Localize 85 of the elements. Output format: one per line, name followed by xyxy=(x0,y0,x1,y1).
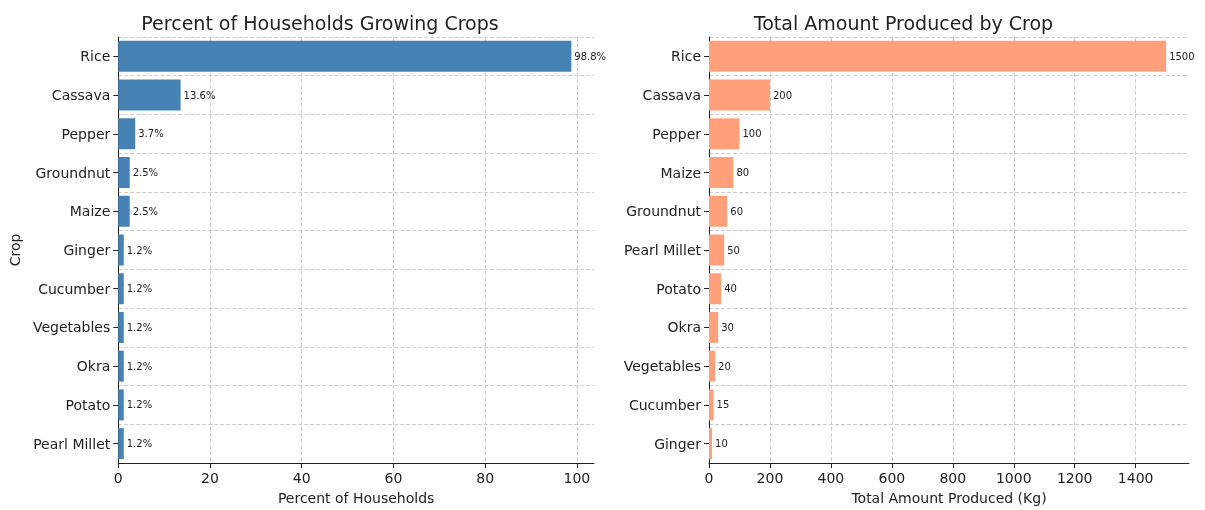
y-tick-label: Pepper xyxy=(652,125,702,142)
y-tick-label: Vegetables xyxy=(32,319,111,336)
x-tick-label: 1000 xyxy=(995,470,1032,486)
x-axis-title: Percent of Households xyxy=(277,490,435,506)
bar xyxy=(709,40,1167,72)
bar xyxy=(709,234,725,266)
bar xyxy=(118,79,181,111)
bar xyxy=(709,157,734,189)
y-tick-label: Maize xyxy=(69,203,111,220)
x-tick-label: 0 xyxy=(113,470,123,486)
data-label: 2.5% xyxy=(132,167,159,179)
data-label: 13.6% xyxy=(183,89,216,101)
x-tick-label: 1400 xyxy=(1117,470,1154,486)
bar xyxy=(118,428,124,460)
y-tick-label: Rice xyxy=(671,48,701,65)
x-tick-label: 0 xyxy=(704,470,714,486)
y-tick-label: Vegetables xyxy=(623,358,701,375)
data-label: 60 xyxy=(730,205,744,217)
data-label: 1.2% xyxy=(126,438,153,450)
data-label: 80 xyxy=(736,167,750,179)
data-label: 1500 xyxy=(1169,50,1195,62)
x-tick-label: 80 xyxy=(476,470,495,486)
y-tick-label: Pepper xyxy=(61,125,111,142)
data-label: 98.8% xyxy=(574,50,607,62)
y-tick-label: Potato xyxy=(65,396,111,413)
x-tick-label: 400 xyxy=(817,470,845,486)
data-label: 15 xyxy=(716,399,730,411)
bar xyxy=(709,118,740,150)
y-tick-label: Pearl Millet xyxy=(33,435,111,452)
data-label: 50 xyxy=(727,244,740,256)
y-tick-label: Groundnut xyxy=(626,203,702,220)
data-label: 100 xyxy=(742,128,762,140)
bar xyxy=(118,234,124,266)
x-tick-label: 40 xyxy=(292,470,311,486)
bar xyxy=(118,311,124,343)
y-tick-label: Maize xyxy=(660,164,701,181)
y-tick-label: Potato xyxy=(656,280,701,297)
x-tick-label: 20 xyxy=(201,470,219,486)
y-tick-label: Cucumber xyxy=(38,280,111,297)
bar xyxy=(118,118,136,150)
x-tick-label: 200 xyxy=(756,470,784,486)
x-tick-label: 600 xyxy=(878,470,906,486)
y-tick-label: Ginger xyxy=(654,435,702,452)
x-tick-label: 100 xyxy=(563,470,591,486)
x-tick-label: 60 xyxy=(384,470,403,486)
bar xyxy=(118,350,124,382)
y-tick-label: Ginger xyxy=(63,242,111,258)
bar xyxy=(709,428,713,460)
x-tick-label: 800 xyxy=(939,470,967,486)
data-label: 200 xyxy=(772,89,793,101)
data-label: 1.2% xyxy=(126,399,153,411)
data-label: 2.5% xyxy=(132,205,159,217)
bar xyxy=(709,389,714,421)
y-tick-label: Okra xyxy=(667,319,701,336)
y-tick-label: Cassava xyxy=(642,87,701,104)
chart-title: Total Amount Produced by Crop xyxy=(752,11,1054,34)
bar xyxy=(118,195,130,227)
bar xyxy=(118,157,130,189)
bar xyxy=(709,79,770,111)
bar xyxy=(118,40,572,72)
data-label: 40 xyxy=(724,283,737,295)
y-tick-label: Cassava xyxy=(51,87,111,104)
data-label: 10 xyxy=(715,438,728,450)
y-tick-label: Cucumber xyxy=(628,396,702,413)
bar xyxy=(709,273,722,305)
y-tick-label: Rice xyxy=(80,48,111,65)
data-label: 20 xyxy=(718,360,731,372)
data-label: 3.7% xyxy=(138,128,164,140)
bar xyxy=(709,195,728,227)
x-tick-label: 1200 xyxy=(1056,470,1093,486)
y-tick-label: Pearl Millet xyxy=(623,242,702,258)
y-axis-title: Crop xyxy=(7,233,23,267)
bar xyxy=(709,350,716,382)
data-label: 30 xyxy=(721,321,734,333)
data-label: 1.2% xyxy=(126,360,153,372)
y-tick-label: Groundnut xyxy=(35,164,111,181)
data-label: 1.2% xyxy=(126,321,153,333)
bar xyxy=(118,273,124,305)
bar xyxy=(709,311,719,343)
y-tick-label: Okra xyxy=(76,358,111,375)
data-label: 1.2% xyxy=(126,244,153,256)
chart-title: Percent of Households Growing Crops xyxy=(141,11,499,34)
data-label: 1.2% xyxy=(126,283,153,295)
x-axis-title: Total Amount Produced (Kg) xyxy=(850,490,1047,506)
bar xyxy=(118,389,124,421)
